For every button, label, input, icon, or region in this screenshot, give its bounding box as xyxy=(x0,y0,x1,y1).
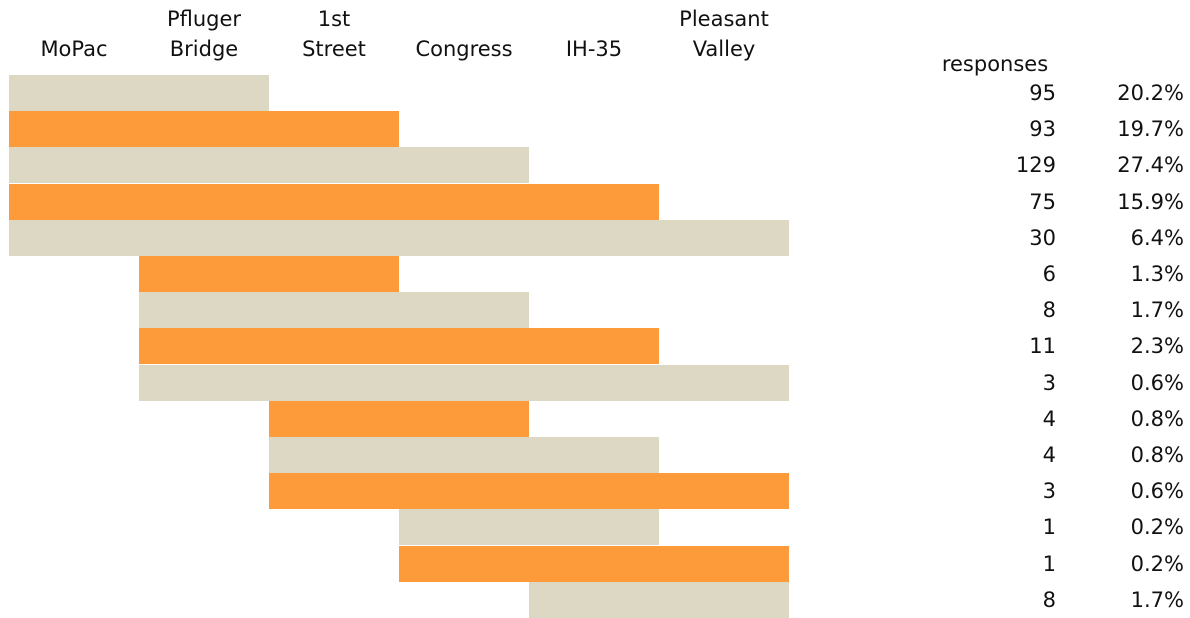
response-percent: 1.3% xyxy=(1130,262,1184,286)
response-count: 3 xyxy=(1042,370,1056,395)
response-percent: 0.8% xyxy=(1130,443,1184,467)
response-percent: 15.9% xyxy=(1117,189,1184,214)
response-count: 8 xyxy=(1042,298,1056,323)
range-bar xyxy=(399,545,789,582)
response-count: 3 xyxy=(1042,479,1056,504)
response-count: 93 xyxy=(1029,117,1056,142)
column-label: IH-35 xyxy=(565,37,623,61)
response-percent: 0.6% xyxy=(1130,370,1184,395)
range-bar xyxy=(529,581,789,618)
response-percent: 1.7% xyxy=(1130,587,1184,612)
range-bar xyxy=(139,292,529,329)
range-bar xyxy=(139,328,659,365)
range-bar xyxy=(9,111,399,148)
response-count: 1 xyxy=(1042,515,1056,540)
response-count: 129 xyxy=(1015,153,1056,178)
response-count: 8 xyxy=(1042,587,1056,612)
range-bar xyxy=(399,509,659,546)
response-percent: 0.6% xyxy=(1130,479,1184,504)
response-count: 11 xyxy=(1029,334,1056,359)
response-percent: 6.4% xyxy=(1130,225,1184,250)
range-bar xyxy=(269,400,529,437)
response-percent: 0.2% xyxy=(1130,515,1184,540)
range-bar xyxy=(9,183,659,220)
column-label: Pleasant Valley xyxy=(679,7,769,61)
response-percent: 19.7% xyxy=(1117,117,1184,142)
range-bar xyxy=(9,75,269,111)
response-count: 4 xyxy=(1042,443,1056,467)
range-bar xyxy=(139,364,789,401)
range-bar xyxy=(9,219,789,256)
range-bar xyxy=(139,256,399,292)
response-percent: 0.2% xyxy=(1130,551,1184,576)
response-percent: 1.7% xyxy=(1130,298,1184,323)
column-label: Pfluger Bridge xyxy=(166,7,242,61)
response-percent: 20.2% xyxy=(1117,81,1184,105)
response-count: 75 xyxy=(1029,189,1056,214)
response-count: 30 xyxy=(1029,225,1056,250)
response-count: 6 xyxy=(1042,262,1056,286)
column-label: MoPac xyxy=(40,37,108,61)
response-count: 1 xyxy=(1042,551,1056,576)
response-count: 4 xyxy=(1042,406,1056,431)
range-bar xyxy=(9,147,529,184)
column-label: Congress xyxy=(415,37,513,61)
range-bar xyxy=(269,473,789,510)
response-percent: 2.3% xyxy=(1130,334,1184,359)
response-count: 95 xyxy=(1029,81,1056,105)
response-percent: 0.8% xyxy=(1130,406,1184,431)
range-bar xyxy=(269,437,659,473)
response-percent: 27.4% xyxy=(1117,153,1184,178)
column-label: 1st Street xyxy=(302,7,366,61)
responses-header: responses xyxy=(941,52,1049,76)
